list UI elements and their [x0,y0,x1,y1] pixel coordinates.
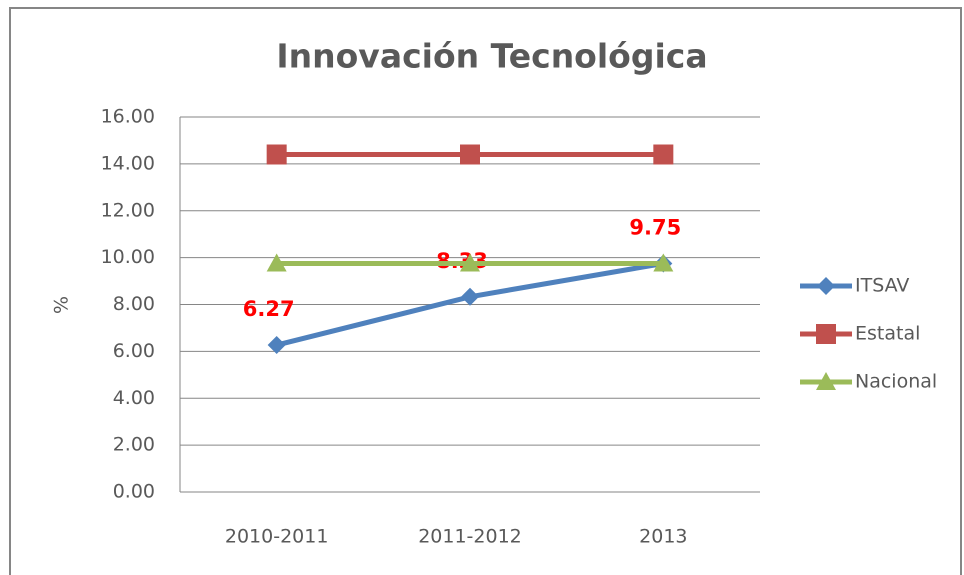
marker [266,253,287,272]
y-tick-label: 12.00 [101,199,155,221]
y-tick-label: 8.00 [113,293,155,315]
legend-label: ITSAV [855,275,909,297]
chart-title: Innovación Tecnológica [276,37,707,76]
x-tick-label: 2011-2012 [418,526,522,548]
data-label: 6.27 [243,297,295,321]
y-tick-label: 14.00 [101,152,155,174]
x-tick-label: 2013 [639,526,687,548]
marker [460,253,480,272]
y-tick-label: 4.00 [113,387,155,409]
marker [461,287,479,306]
marker [653,253,674,272]
y-axis-label: % [51,296,73,314]
marker [267,336,286,355]
marker [816,372,836,390]
y-tick-label: 2.00 [113,434,155,456]
marker [816,324,836,344]
legend-label: Nacional [855,371,937,393]
y-tick-label: 6.00 [113,340,155,362]
marker [266,144,287,165]
y-tick-label: 10.00 [101,246,155,268]
marker [460,144,480,165]
y-tick-label: 0.00 [113,481,155,503]
data-label: 9.75 [629,215,681,239]
legend-label: Estatal [855,323,920,345]
marker [817,277,835,295]
chart-frame [9,7,962,575]
y-tick-label: 16.00 [101,106,155,128]
x-tick-label: 2010-2011 [225,526,329,548]
marker [653,144,674,165]
